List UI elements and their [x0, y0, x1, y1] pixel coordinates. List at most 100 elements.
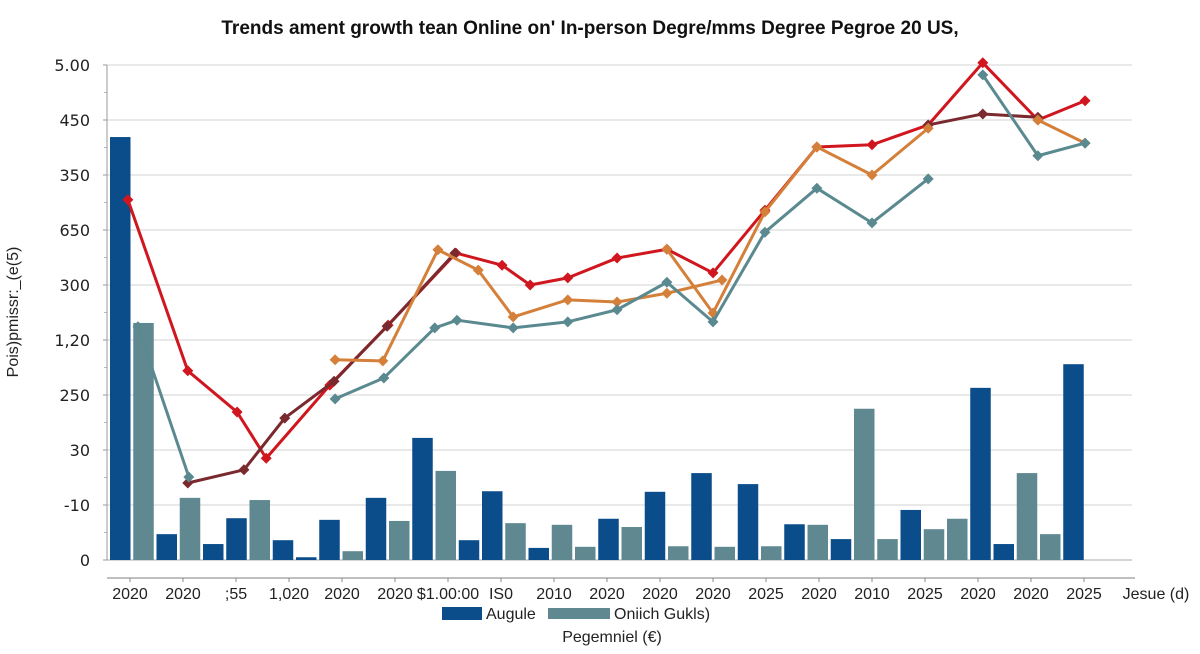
x-tick-label: 2020 — [112, 586, 148, 603]
data-point-red — [122, 194, 134, 206]
bar-augule — [365, 497, 387, 560]
x-tick-label: 2025 — [1066, 586, 1102, 603]
data-point-orange — [866, 169, 878, 181]
x-tick-label: 2020 — [960, 586, 996, 603]
bar-augule — [691, 473, 712, 560]
y-tick-label: 1,20 — [54, 331, 90, 350]
bar-augule — [644, 491, 666, 560]
y-tick-label: 5.00 — [54, 56, 90, 75]
data-point-red — [524, 279, 536, 291]
data-point-teal_line — [661, 276, 673, 288]
bar-oniich — [575, 546, 596, 560]
bar-oniich — [877, 539, 898, 560]
x-tick-label: 2020 — [1013, 586, 1049, 603]
data-point-maroon — [977, 108, 989, 120]
x-tick-label: 2020 — [377, 586, 413, 603]
bar-oniich — [668, 546, 689, 560]
data-point-teal_line — [811, 182, 823, 194]
bar-augule — [110, 137, 131, 561]
data-point-orange — [661, 243, 673, 255]
bar-augule — [1063, 364, 1084, 560]
y-tick-label: 30 — [70, 441, 90, 460]
legend: Augule Oniich Gukls) — [442, 606, 710, 623]
bar-augule — [458, 540, 480, 560]
series-line-orange — [1037, 118, 1086, 145]
data-point-orange — [759, 206, 771, 218]
x-tick-label: 2020 — [589, 586, 625, 603]
x-tick-label: $1.00:00 — [417, 586, 479, 603]
data-point-teal_line — [922, 173, 934, 185]
data-point-red — [496, 259, 508, 271]
data-point-teal_line — [1032, 150, 1044, 162]
bar-oniich — [761, 546, 782, 560]
data-point-orange — [811, 141, 823, 153]
bar-oniich — [947, 518, 968, 560]
bar-augule — [412, 437, 433, 560]
series-line-red — [126, 61, 1086, 460]
data-point-teal_line — [707, 316, 719, 328]
data-point-teal_line — [429, 322, 441, 334]
data-point-orange — [562, 294, 574, 306]
bar-oniich — [389, 520, 410, 560]
y-tick-label: 250 — [59, 386, 90, 405]
data-point-orange — [611, 296, 623, 308]
bar-oniich — [342, 551, 363, 560]
data-point-maroon — [238, 464, 250, 476]
data-point-red — [231, 406, 243, 418]
bar-augule — [156, 534, 177, 560]
data-point-teal_line — [611, 304, 623, 316]
bar-oniich — [1040, 534, 1061, 560]
data-point-orange — [329, 354, 341, 366]
bar-oniich — [807, 524, 828, 560]
y-tick-label: 0 — [80, 551, 90, 570]
data-point-orange — [507, 311, 519, 323]
x-tick-label: IS0 — [489, 586, 513, 603]
bar-oniich — [1016, 473, 1038, 560]
data-point-teal_line — [1079, 137, 1091, 149]
x-tick-label: 2020 — [165, 586, 201, 603]
data-point-orange — [716, 274, 728, 286]
bar-oniich — [249, 500, 270, 560]
data-point-teal_line — [183, 471, 195, 483]
bar-augule — [296, 557, 317, 560]
bar-oniich — [435, 470, 456, 560]
y-axis-label: Pois)pmissr:_(e(5) — [5, 247, 22, 378]
data-point-red — [866, 139, 878, 151]
data-point-teal_line — [378, 372, 390, 384]
x-axis-label: Pegemniel (€) — [562, 629, 662, 646]
data-point-teal_line — [329, 393, 341, 405]
data-point-orange — [922, 122, 934, 134]
legend-swatch-augule — [442, 607, 482, 620]
y-tick-label: 350 — [59, 166, 90, 185]
bar-augule — [203, 544, 224, 560]
x-tick-label: 2010 — [854, 586, 890, 603]
x-tick-label: 2025 — [748, 586, 784, 603]
x-tick-label: 1,020 — [269, 586, 309, 603]
data-point-red — [182, 365, 194, 377]
bar-augule — [272, 540, 294, 560]
y-tick-label: 300 — [59, 276, 90, 295]
data-point-orange — [472, 264, 484, 276]
bar-oniich — [133, 322, 154, 560]
bar-oniich — [854, 408, 875, 560]
data-point-red — [707, 267, 719, 279]
data-point-red — [977, 57, 989, 69]
data-point-teal_line — [866, 217, 878, 229]
bars — [110, 137, 1084, 561]
legend-label-augule: Augule — [486, 606, 536, 623]
data-point-orange — [661, 287, 673, 299]
data-point-orange — [432, 244, 444, 256]
bar-oniich — [505, 523, 526, 560]
bar-augule — [830, 539, 852, 560]
x-tick-label: 2020 — [324, 586, 360, 603]
y-tick-label: -10 — [64, 496, 90, 515]
series-line-teal_line — [136, 326, 191, 478]
data-point-maroon — [279, 412, 291, 424]
x-axis-end-label: Jesue (d) — [1123, 586, 1190, 603]
x-tick-label: 2025 — [907, 586, 943, 603]
data-point-maroon — [381, 320, 393, 332]
bar-oniich — [551, 524, 573, 560]
data-point-teal_line — [977, 69, 989, 81]
y-tick-label: 450 — [59, 111, 90, 130]
